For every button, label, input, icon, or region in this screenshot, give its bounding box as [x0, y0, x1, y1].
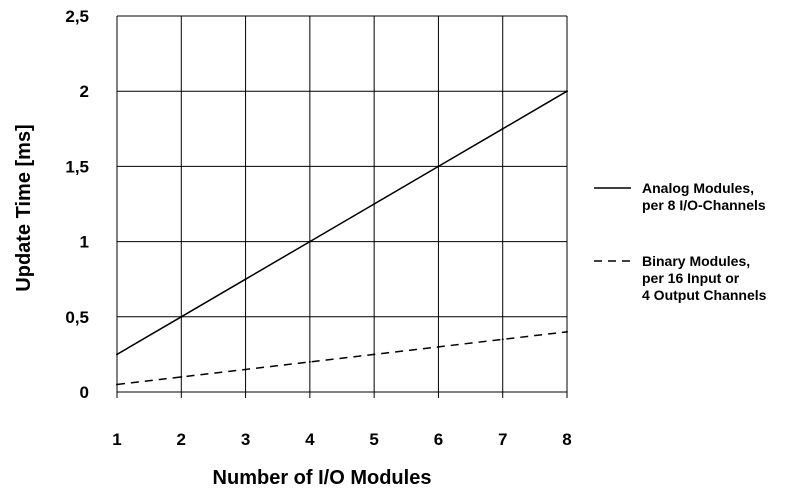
y-tick-label-4: 1,5 [65, 157, 89, 176]
series-1-point-2 [180, 315, 183, 318]
x-tick-label-6: 6 [434, 430, 443, 449]
x-tick-label-1: 1 [112, 430, 121, 449]
x-tick-label-4: 4 [305, 430, 315, 449]
legend: Analog Modules,per 8 I/O-Channels Binary … [594, 180, 767, 303]
x-tick-label-7: 7 [498, 430, 507, 449]
y-tick-label-6: 2,5 [65, 7, 89, 26]
grid [116, 15, 568, 398]
legend-label-1-line-2: per 8 I/O-Channels [642, 197, 766, 213]
series-2-point-6 [437, 345, 440, 348]
legend-label-1-line-1: Analog Modules, [642, 180, 754, 196]
y-tick-label-1: 0 [80, 383, 89, 402]
x-tick-label-8: 8 [562, 430, 571, 449]
x-tick-label-3: 3 [241, 430, 250, 449]
series-1-point-7 [501, 127, 504, 130]
legend-label-2-line-1: Binary Modules, [642, 253, 750, 269]
x-tick-label-2: 2 [177, 430, 186, 449]
y-tick-labels: 0 0,5 1 1,5 2 2,5 [65, 7, 89, 402]
series-1-point-5 [373, 203, 376, 205]
x-tick-labels: 1 2 3 4 5 6 7 8 [112, 430, 571, 449]
series-2-point-1 [116, 383, 118, 386]
series-line-2 [116, 331, 568, 386]
x-tick-label-5: 5 [369, 430, 378, 449]
y-tick-label-2: 0,5 [65, 308, 89, 327]
legend-label-2-line-3: 4 Output Channels [642, 287, 767, 303]
x-axis-title: Number of I/O Modules [213, 467, 432, 489]
y-tick-label-3: 1 [80, 233, 89, 252]
series-lines [116, 90, 568, 386]
y-tick-label-5: 2 [80, 82, 89, 101]
series-2-point-4 [308, 360, 311, 363]
series-1-point-6 [437, 165, 440, 168]
series-1-point-8 [566, 90, 568, 93]
series-2-point-8 [566, 330, 568, 333]
series-1-point-4 [308, 240, 311, 243]
series-2-point-3 [244, 368, 247, 371]
series-2-point-5 [373, 353, 376, 356]
series-1-point-3 [244, 278, 247, 281]
series-2-point-7 [501, 338, 504, 341]
series-2-point-2 [180, 375, 183, 378]
series-1-point-1 [116, 353, 118, 356]
series-line-1 [116, 90, 568, 356]
legend-label-2-line-2: per 16 Input or [642, 270, 740, 286]
y-axis-title: Update Time [ms] [13, 124, 35, 291]
